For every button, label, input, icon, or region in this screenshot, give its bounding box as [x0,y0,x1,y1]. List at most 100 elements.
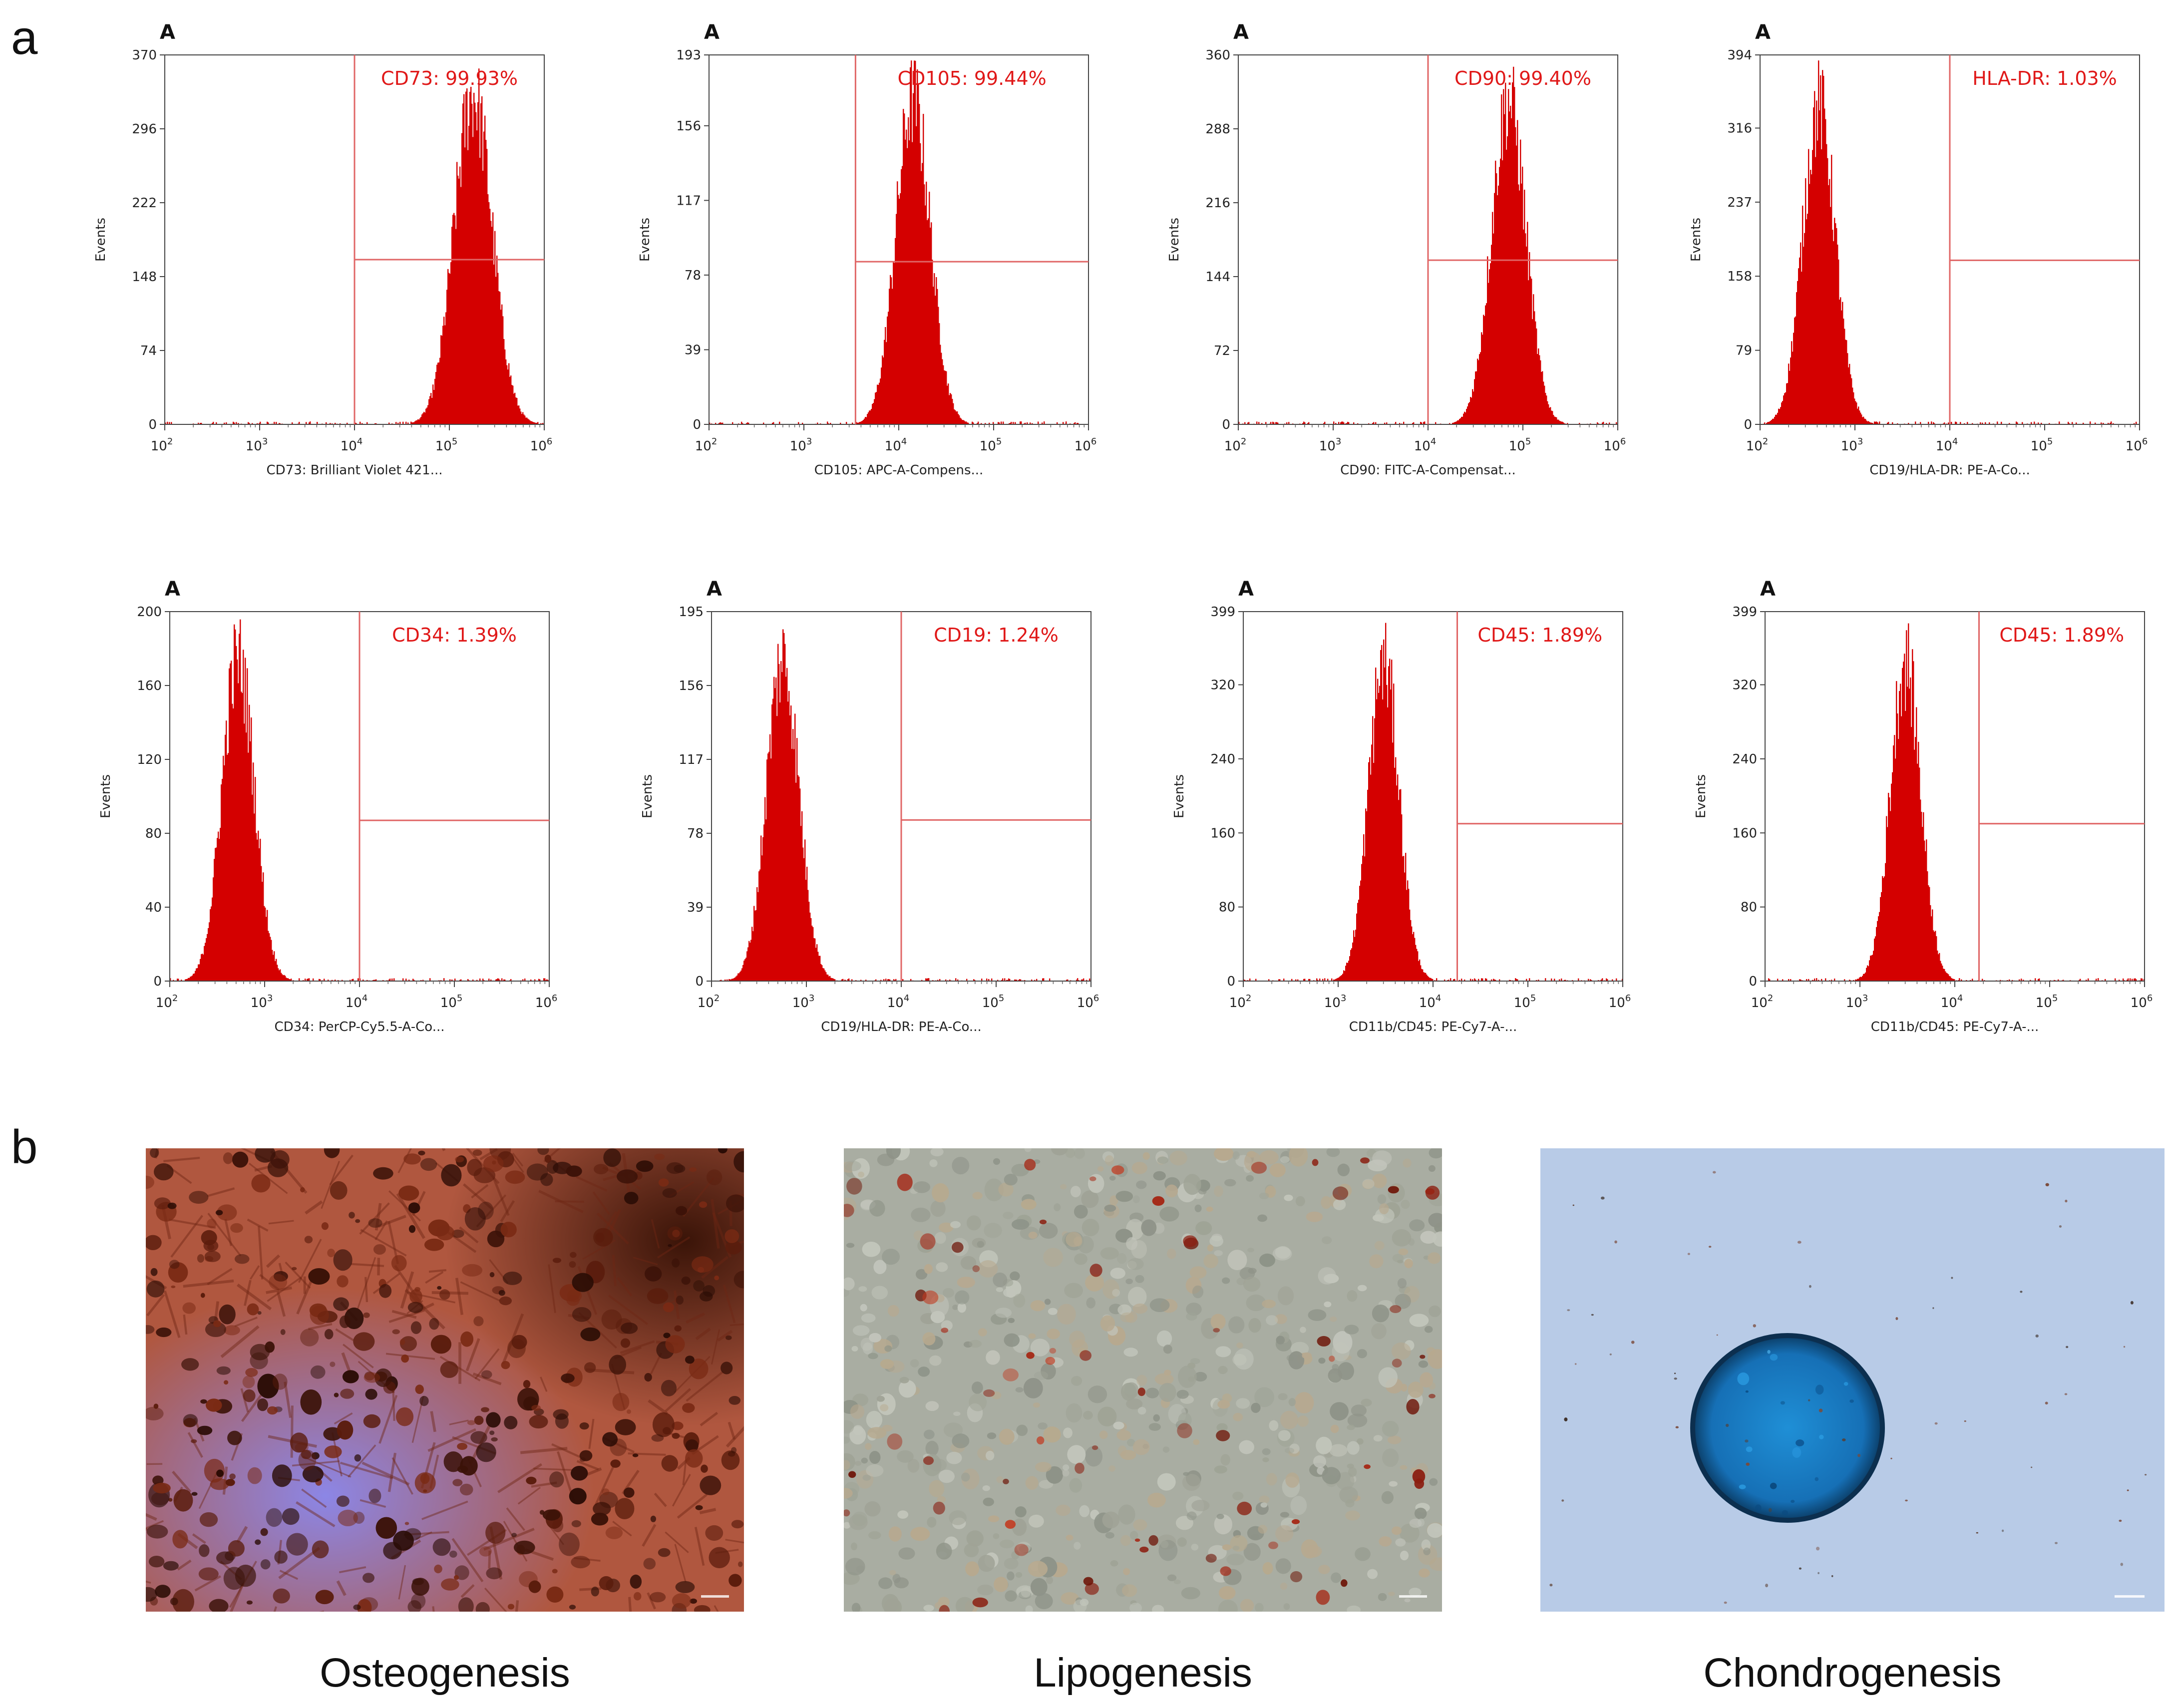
stain-deposit [1675,1426,1679,1428]
stain-deposit [848,1514,868,1530]
histogram-bar [1545,392,1546,424]
stain-deposit [593,1502,611,1516]
plot-frame [1765,611,2145,982]
histogram-bar [1859,410,1860,424]
histogram-bar [522,979,524,981]
histogram-bar [796,738,798,981]
histogram-bar [1937,950,1938,981]
stain-deposit [1321,1196,1332,1209]
stain-deposit [1041,1363,1056,1380]
stain-deposit [844,1488,853,1499]
histogram-bar [1238,421,1240,424]
histogram-bar [910,979,912,981]
plot-label: A [1760,578,1776,601]
fiber [711,1329,721,1365]
histogram-bar [1524,189,1525,424]
histogram-bar [1527,222,1528,424]
stain-deposit [362,1573,374,1583]
stain-deposit [1277,1286,1294,1306]
stain-deposit [1817,1572,1819,1574]
histogram-bar [484,115,486,425]
histogram-bar [1359,886,1361,981]
stain-deposit [1291,1519,1300,1524]
y-tick-label: 0 [1749,974,1757,989]
histogram-bar [1888,793,1889,981]
histogram-bar [895,979,897,981]
stain-deposit [1214,1465,1227,1474]
histogram-bar [947,385,948,424]
histogram-bar [1323,423,1325,424]
histogram-bar [476,980,478,981]
stain-deposit [881,1594,899,1612]
histogram-bar [1960,422,1961,424]
stain-deposit [2064,1393,2068,1395]
histogram-bar [290,979,291,981]
histogram-bar [1938,954,1939,981]
stain-deposit [925,1401,939,1411]
fiber [548,1524,564,1545]
stain-deposit [441,1164,462,1187]
histogram-bar [260,421,261,424]
fiber [183,1314,188,1335]
histogram-bar [1420,422,1422,424]
stain-deposit [1429,1393,1436,1398]
stain-deposit [1006,1289,1016,1298]
fiber [284,1381,292,1418]
histogram-bar [430,393,432,424]
stain-deposit [569,1261,576,1268]
histogram-bar [937,980,939,981]
histogram-bar [720,422,722,424]
histogram-bar [479,158,481,424]
stain-deposit [1341,1579,1348,1587]
stain-deposit [481,1370,492,1379]
histogram-bar [391,978,393,981]
histogram-bar [1533,294,1534,424]
y-tick-label: 240 [1210,752,1235,767]
histogram-bar [1042,978,1044,981]
stain-deposit [969,1340,982,1348]
stain-deposit [1770,1354,1778,1361]
stain-deposit [1083,1410,1093,1420]
stain-deposit [609,1355,626,1375]
histogram-bar [1915,737,1916,981]
x-tick-label: 102 [698,993,720,1011]
stain-deposit [1404,1259,1413,1269]
histogram-bar [416,420,418,424]
stain-deposit [1186,1511,1197,1520]
histogram-bar [1898,739,1899,981]
stain-deposit [1404,1598,1411,1603]
histogram-bar [353,979,354,981]
stain-deposit [1254,1387,1274,1407]
histogram-bar [165,422,166,424]
stain-deposit [1300,1327,1306,1333]
histogram-bar [1244,980,1246,981]
histogram-bar [890,275,891,424]
histogram-bar [524,978,526,981]
histogram-bar [1884,876,1885,981]
stain-deposit [1724,1601,1727,1604]
stain-deposit [623,1487,635,1498]
stain-deposit [544,1154,552,1163]
histogram-bar [1416,949,1418,981]
histogram-bar [1591,980,1592,981]
histogram-bar [965,421,966,424]
fiber [224,1219,233,1246]
histogram-bar [1828,185,1829,424]
histogram-bar [1525,233,1526,424]
stain-deposit [1120,1312,1134,1323]
histogram-bar [918,84,919,424]
histogram-bar [193,974,194,981]
histogram-bar [253,762,254,981]
stain-deposit [1110,1560,1118,1567]
histogram-bar [1386,684,1388,981]
histogram-bar [1004,978,1006,981]
histogram-bar [902,979,904,981]
y-axis-title: Events [1172,774,1187,818]
histogram-bar [779,702,781,981]
histogram-bar [283,975,284,981]
histogram-bar [414,421,416,424]
histogram-bar [428,399,430,424]
histogram-bar [482,171,484,424]
stain-deposit [1330,1317,1337,1322]
histogram-bar [926,181,927,424]
